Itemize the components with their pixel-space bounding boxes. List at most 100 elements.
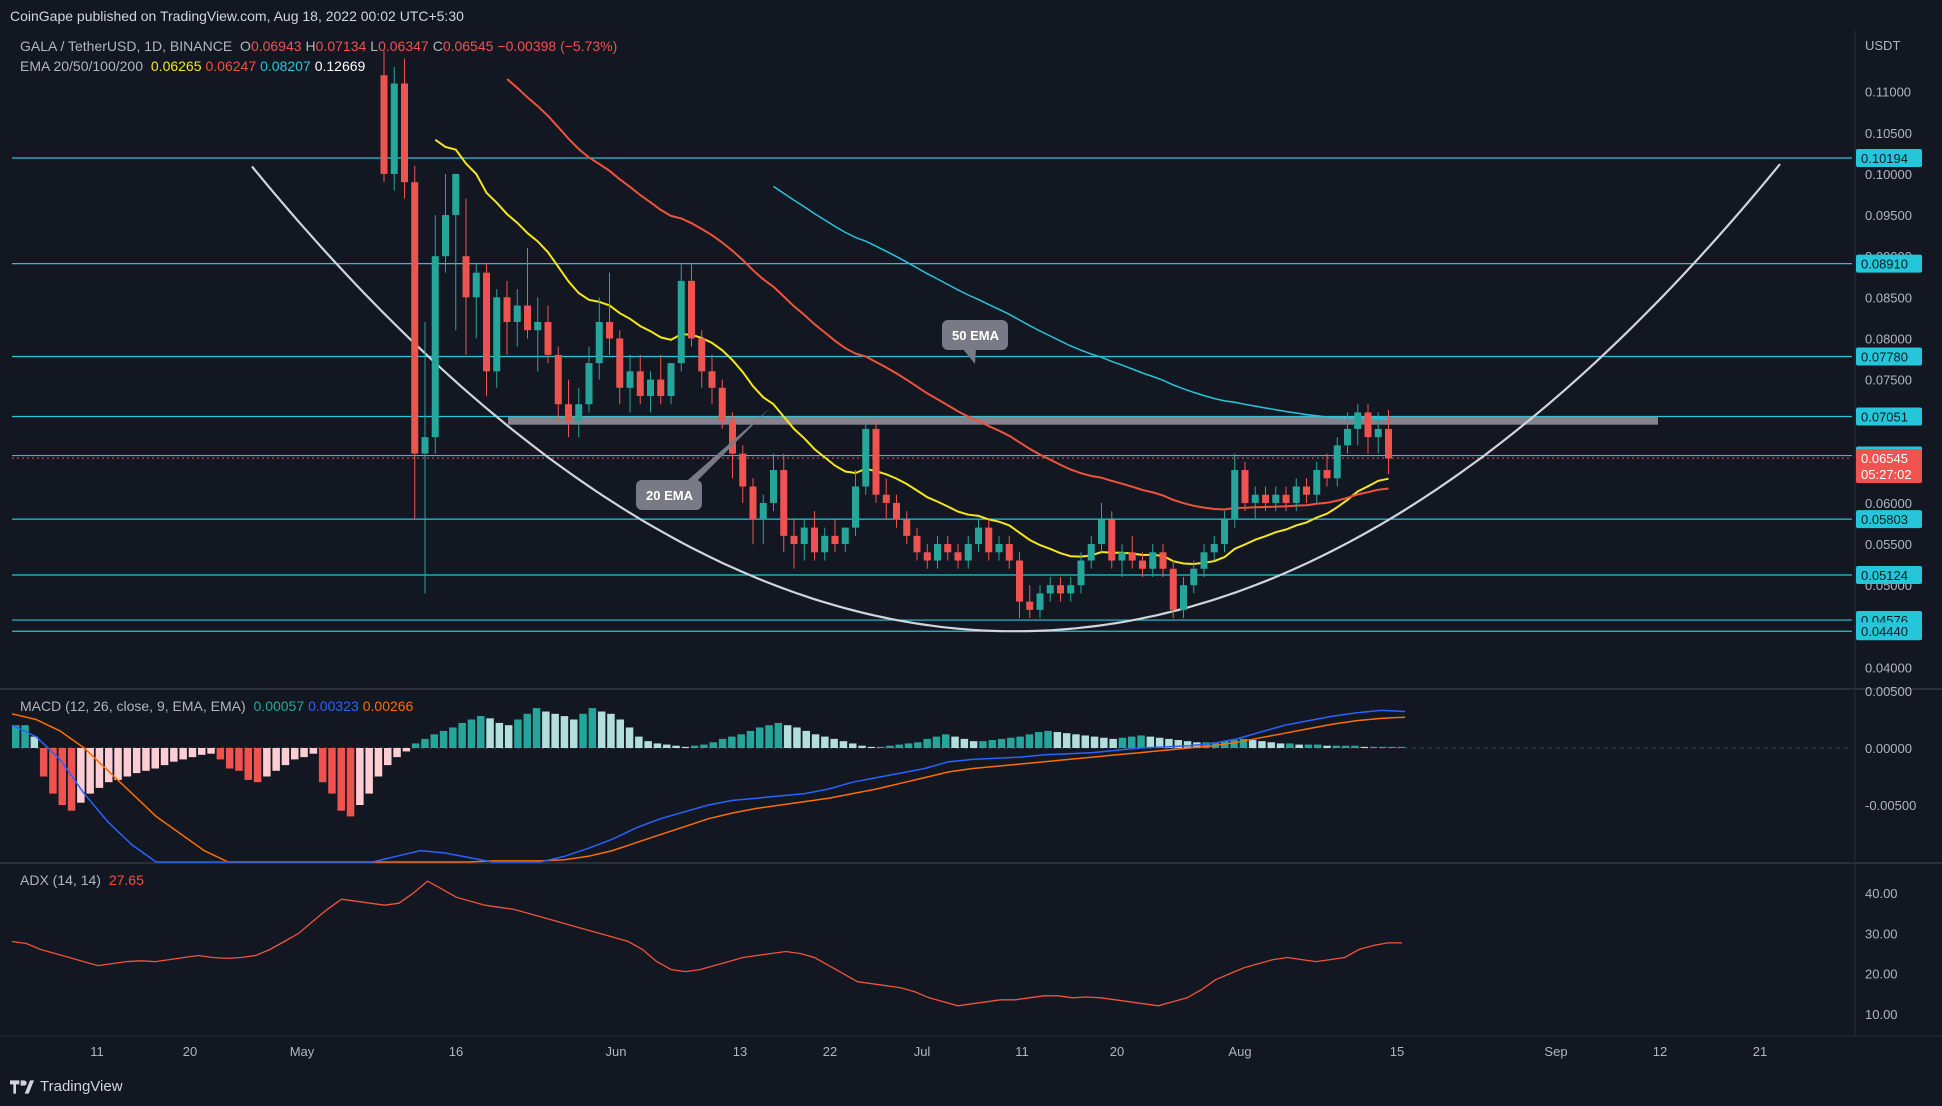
candle-body xyxy=(790,535,798,545)
macd-histogram-bar xyxy=(551,713,559,748)
candle-body xyxy=(1190,568,1198,586)
macd-histogram-bar xyxy=(39,748,48,777)
macd-histogram-bar xyxy=(849,743,857,748)
macd-histogram-bar xyxy=(207,748,215,754)
candle-body xyxy=(503,297,511,322)
macd-histogram-bar xyxy=(1379,746,1387,748)
macd-histogram-bar xyxy=(756,727,764,748)
macd-histogram-bar xyxy=(1174,740,1182,748)
adx-y-tick-label: 30.00 xyxy=(1865,926,1898,941)
candle-body xyxy=(390,83,398,174)
ema-value: 0.06247 xyxy=(205,58,257,74)
macd-histogram-bar xyxy=(1062,733,1071,748)
macd-histogram-bar xyxy=(951,736,959,748)
macd-histogram-bar xyxy=(644,741,652,748)
candle-body xyxy=(1169,568,1177,610)
macd-histogram-bar xyxy=(728,736,736,748)
macd-histogram-bar xyxy=(560,716,569,748)
macd-value: 0.00266 xyxy=(362,698,414,714)
macd-histogram-bar xyxy=(216,748,225,760)
candle-body xyxy=(780,470,788,536)
candle-body xyxy=(1159,552,1167,569)
macd-histogram-bar xyxy=(58,748,66,805)
macd-histogram-bar xyxy=(1165,738,1173,748)
macd-histogram-bar xyxy=(21,725,29,748)
macd-histogram-bar xyxy=(1090,736,1099,748)
macd-histogram-bar xyxy=(253,748,262,783)
macd-histogram-bar xyxy=(179,748,187,760)
candle-body xyxy=(575,404,583,421)
level-price-label: 0.04440 xyxy=(1861,624,1908,639)
macd-histogram-bar xyxy=(532,708,541,748)
macd-histogram-bar xyxy=(49,748,57,794)
candle-body xyxy=(1128,552,1136,561)
candle-body xyxy=(698,338,706,372)
footer-brand[interactable]: TradingView xyxy=(10,1078,123,1095)
macd-histogram-bar xyxy=(1109,738,1117,748)
macd-histogram-bar xyxy=(1267,742,1275,748)
macd-histogram-bar xyxy=(625,727,634,748)
x-tick-label: 20 xyxy=(1110,1044,1124,1059)
level-price-label: 0.07780 xyxy=(1861,350,1908,365)
candle-body xyxy=(811,527,818,553)
macd-histogram-bar xyxy=(244,748,252,780)
macd-histogram-bar xyxy=(839,741,848,748)
candle-body xyxy=(985,527,993,553)
candle-body xyxy=(411,182,419,454)
x-tick-label: Sep xyxy=(1544,1044,1567,1059)
macd-histogram-bar xyxy=(1128,736,1136,748)
level-price-tag xyxy=(1856,347,1922,366)
y-tick-label: 0.08000 xyxy=(1865,331,1912,346)
candle-body xyxy=(913,535,921,553)
macd-histogram-bar xyxy=(337,748,345,811)
candle-body xyxy=(585,363,593,405)
y-tick-label: 0.04000 xyxy=(1865,660,1912,675)
macd-histogram-bar xyxy=(960,738,969,748)
candle-body xyxy=(975,527,982,545)
candle-body xyxy=(1026,601,1034,610)
candle-body xyxy=(401,83,408,183)
macd-histogram-bar xyxy=(690,745,699,748)
macd-histogram-bar xyxy=(886,745,894,748)
macd-histogram-bar xyxy=(1304,744,1313,748)
symbol-label: GALA / TetherUSD, 1D, BINANCE xyxy=(20,38,233,54)
candle-body xyxy=(1272,494,1280,503)
candle-body xyxy=(1108,519,1116,561)
candle-body xyxy=(1231,470,1239,520)
ema-legend: EMA 20/50/100/200 0.06265 0.06247 0.08207 0… xyxy=(20,58,365,74)
candle-body xyxy=(513,305,521,322)
macd-histogram-bar xyxy=(86,748,94,794)
candle-body xyxy=(1385,428,1392,459)
macd-histogram-bar xyxy=(1081,735,1089,748)
macd-histogram-bar xyxy=(858,745,866,748)
candle-body xyxy=(1087,544,1095,561)
candle-body xyxy=(770,470,777,503)
candle-body xyxy=(1200,552,1208,569)
macd-histogram-bar xyxy=(802,730,810,748)
candle-body xyxy=(1374,428,1382,438)
candle-body xyxy=(493,297,501,372)
macd-histogram-bar xyxy=(1044,730,1052,748)
level-price-tag xyxy=(1856,407,1922,426)
macd-histogram-bar xyxy=(95,748,104,788)
macd-histogram-bar xyxy=(1072,734,1080,748)
macd-values: 0.00057 0.00323 0.00266 xyxy=(250,698,414,714)
macd-histogram-bar xyxy=(467,719,476,748)
macd-histogram-bar xyxy=(765,725,773,748)
candle-body xyxy=(739,453,747,487)
macd-histogram-bar xyxy=(1118,737,1127,748)
macd-histogram-bar xyxy=(923,738,931,748)
ema-value: 0.08207 xyxy=(260,58,311,74)
x-tick-label: 12 xyxy=(1653,1044,1667,1059)
adx-y-tick-label: 40.00 xyxy=(1865,886,1898,901)
macd-y-tick-label: 0.00500 xyxy=(1865,684,1912,699)
macd-histogram-bar xyxy=(67,748,76,811)
macd-histogram-bar xyxy=(597,711,606,748)
macd-histogram-bar xyxy=(132,748,141,774)
macd-histogram-bar xyxy=(198,748,206,755)
macd-y-tick-label: 0.00000 xyxy=(1865,741,1912,756)
candle-body xyxy=(636,371,644,397)
candle-body xyxy=(964,544,972,561)
macd-histogram-bar xyxy=(672,745,680,748)
